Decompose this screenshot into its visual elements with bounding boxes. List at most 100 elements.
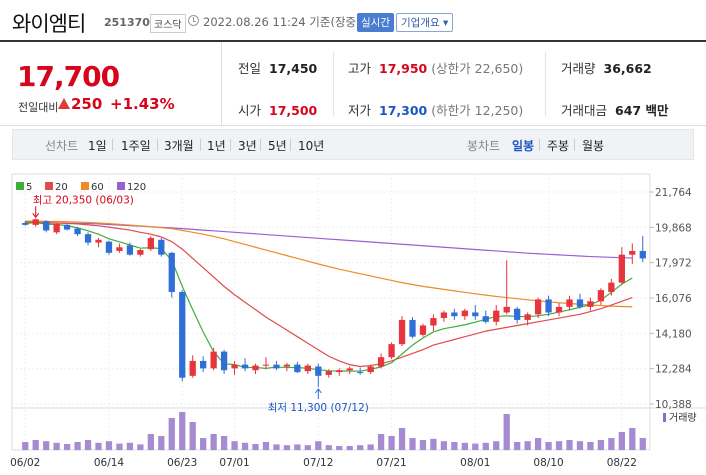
y-tick-label: 19,868 (655, 222, 692, 234)
current-price-box: 17,700 전일대비 250 +1.43% (0, 42, 222, 126)
candle-body (482, 316, 489, 322)
candle-body (231, 364, 238, 369)
volume-bar (576, 441, 584, 450)
volume-bar (315, 441, 322, 450)
volume-bar (294, 444, 301, 450)
volume-bar (493, 441, 500, 450)
volume-bar (534, 438, 542, 450)
period-3m[interactable]: 3개월 (164, 139, 194, 153)
candle-body (53, 223, 60, 233)
stat-amount: 거래대금 647 백만 (561, 100, 668, 119)
period-10y[interactable]: 10년 (298, 139, 325, 153)
divider (157, 139, 158, 151)
candle-body (105, 241, 113, 253)
volume-bar (597, 440, 605, 450)
candle-body (430, 318, 437, 326)
volume-bar (283, 445, 291, 450)
candle-body (179, 291, 186, 378)
volume-bar (451, 442, 458, 450)
up-arrow-icon (58, 98, 70, 109)
candle-body (126, 245, 134, 255)
legend-swatch (45, 182, 53, 190)
x-tick-label: 08/22 (607, 457, 637, 469)
market-badge: 코스닥 (150, 14, 186, 33)
volume-bar (639, 438, 646, 450)
candlestick-chart[interactable]: 5 20 60 120 21,764 19,868 17,972 16,076 14,180 12… (0, 162, 706, 475)
candle-body (388, 344, 395, 358)
period-3y[interactable]: 3년 (238, 139, 257, 153)
candle-body (241, 364, 249, 369)
candle-weekly[interactable]: 주봉 (547, 139, 570, 153)
volume-bar (629, 428, 636, 450)
stat-label: 시가 (238, 103, 262, 118)
candle-body (168, 252, 175, 292)
candle-body (252, 365, 259, 371)
ma60-line (25, 220, 633, 308)
period-bar: 선차트 1일 1주일 3개월 1년 3년 5년 10년 봉차트 일봉 주봉 월봉 (12, 129, 694, 160)
company-overview-button[interactable]: 기업개요 ▾ (396, 13, 454, 32)
realtime-button[interactable]: 실시간 (357, 13, 394, 32)
period-1d[interactable]: 1일 (88, 139, 107, 153)
volume-bar (440, 441, 448, 450)
volume-bar (503, 414, 510, 450)
divider (112, 139, 113, 151)
candle-body (95, 239, 102, 243)
candle-body (524, 314, 531, 320)
period-1w[interactable]: 1주일 (121, 139, 151, 153)
divider (230, 139, 231, 151)
divider (260, 139, 261, 151)
period-1y[interactable]: 1년 (207, 139, 226, 153)
volume-bar (32, 440, 39, 450)
volume-bar (419, 440, 427, 450)
volume-bar (220, 436, 228, 450)
stat-label: 고가 (348, 61, 372, 76)
y-tick-label: 17,972 (655, 258, 692, 270)
x-tick-label: 07/12 (303, 457, 333, 469)
candle-daily[interactable]: 일봉 (512, 139, 535, 153)
volume-bar (84, 440, 92, 450)
candle-body (43, 221, 50, 231)
candle-body (22, 223, 29, 225)
candle-body (639, 250, 646, 259)
stock-name: 와이엠티 (12, 12, 86, 36)
volume-bar (545, 442, 552, 450)
candle-monthly[interactable]: 월봉 (582, 139, 605, 153)
candle-body (409, 319, 416, 337)
volume-bar (53, 442, 60, 450)
volume-bar (587, 442, 594, 450)
period-5y[interactable]: 5년 (268, 139, 287, 153)
stat-open: 시가 17,500 (238, 100, 317, 119)
stat-value: 17,500 (269, 103, 318, 118)
volume-bar (346, 446, 353, 450)
y-tick-label: 21,764 (655, 187, 692, 199)
candle-body (116, 247, 123, 251)
volume-bar (168, 418, 175, 450)
legend-swatch (81, 182, 89, 190)
candle-body (514, 308, 521, 320)
stat-low: 저가 17,300 (하한가 12,250) (348, 100, 523, 119)
volume-bar (482, 442, 489, 450)
legend-label: 60 (91, 182, 104, 193)
stat-label: 저가 (348, 103, 372, 118)
stat-value: 17,300 (379, 103, 428, 118)
volume-bar (189, 422, 196, 450)
candle-body (503, 306, 510, 313)
volume-bar (388, 436, 395, 450)
candle-body (597, 290, 605, 302)
volume-bar (472, 443, 479, 450)
timestamp: 2022.08.26 11:24 기준(장중) (203, 15, 361, 29)
ma5-line (25, 222, 633, 372)
candle-body (84, 234, 92, 243)
volume-bar (398, 428, 406, 450)
stat-value: 647 백만 (615, 103, 669, 118)
volume-bar (179, 412, 186, 450)
divider (333, 52, 334, 116)
volume-bar (336, 446, 343, 450)
legend-swatch (16, 182, 24, 190)
candle-body (555, 306, 563, 313)
x-tick-label: 06/23 (167, 457, 197, 469)
volume-bar (409, 438, 416, 450)
candle-body (461, 310, 468, 317)
upper-limit: (상한가 22,650) (431, 61, 524, 76)
candle-body (273, 364, 280, 369)
